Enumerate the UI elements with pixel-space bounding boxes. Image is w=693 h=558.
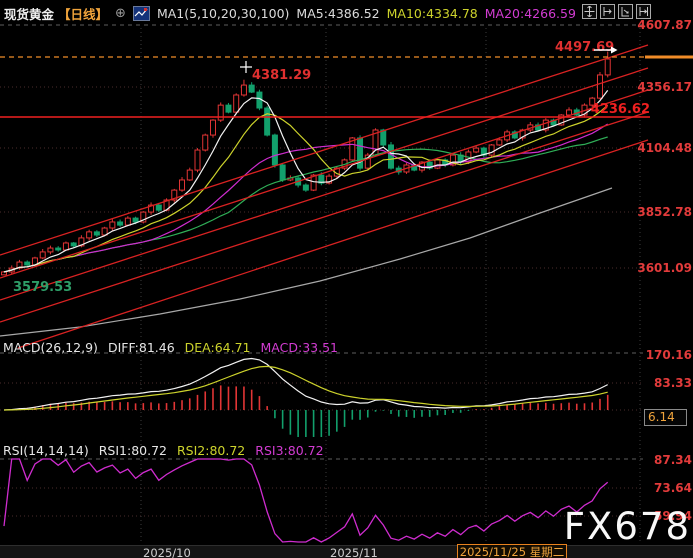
svg-text:87.34: 87.34 [654, 453, 692, 467]
macd-header: MACD(26,12,9) DIFF:81.46 DEA:64.71 MACD:… [3, 340, 338, 355]
time-label-oct: 2025/10 [143, 546, 191, 558]
svg-text:3579.53: 3579.53 [13, 280, 72, 295]
cursor-date-box: 2025/11/25 星期二 [457, 544, 567, 558]
pane-shift-icon[interactable] [636, 4, 651, 19]
ma20-value: MA20:4266.59 [484, 5, 576, 21]
svg-text:73.64: 73.64 [654, 481, 692, 495]
ma5-value: MA5:4386.52 [296, 5, 380, 21]
macd-dea-value: DEA:64.71 [184, 340, 251, 355]
svg-text:4236.62: 4236.62 [591, 102, 650, 117]
svg-text:83.33: 83.33 [654, 376, 692, 390]
rsi-title: RSI(14,14,14) [3, 443, 89, 458]
macd-title: MACD(26,12,9) [3, 340, 98, 355]
rsi3-value: RSI3:80.72 [255, 443, 324, 458]
svg-text:170.16: 170.16 [646, 348, 692, 362]
svg-text:4356.17: 4356.17 [637, 80, 692, 94]
chart-header: 现货黄金 【日线】 ⊕ MA1(5,10,20,30,100) MA5:4386… [0, 0, 693, 26]
chart-toolbar [582, 4, 651, 19]
time-label-nov: 2025/11 [330, 546, 378, 558]
watermark: FX678 [563, 505, 691, 548]
rsi-header: RSI(14,14,14) RSI1:80.72 RSI2:80.72 RSI3… [3, 443, 324, 458]
scale-y-icon[interactable] [618, 4, 633, 19]
rsi1-value: RSI1:80.72 [98, 443, 167, 458]
macd-diff-value: DIFF:81.46 [107, 340, 175, 355]
pan-icon[interactable] [582, 4, 597, 19]
macd-macd-value: MACD:33.51 [260, 340, 338, 355]
expand-icon[interactable]: ⊕ [115, 5, 126, 21]
ma-settings-label: MA1(5,10,20,30,100) [156, 5, 290, 21]
svg-text:3601.09: 3601.09 [637, 261, 692, 275]
svg-text:4607.87: 4607.87 [637, 18, 692, 32]
svg-text:3852.78: 3852.78 [637, 205, 692, 219]
symbol-name: 现货黄金 [4, 6, 55, 22]
scale-x-icon[interactable] [600, 4, 615, 19]
svg-text:59.94: 59.94 [654, 509, 692, 523]
rsi2-value: RSI2:80.72 [177, 443, 246, 458]
svg-text:4381.29: 4381.29 [252, 68, 311, 83]
ma10-value: MA10:4334.78 [386, 5, 478, 21]
svg-text:4497.69: 4497.69 [555, 40, 614, 55]
timeframe-label: 【日线】 [58, 6, 109, 22]
time-axis[interactable]: 2025/10 2025/11 2025/11/25 星期二 [0, 544, 693, 558]
svg-text:4104.48: 4104.48 [637, 141, 692, 155]
macd-current-value-box: 6.14 [644, 409, 687, 426]
chart-type-icon[interactable] [132, 5, 150, 21]
